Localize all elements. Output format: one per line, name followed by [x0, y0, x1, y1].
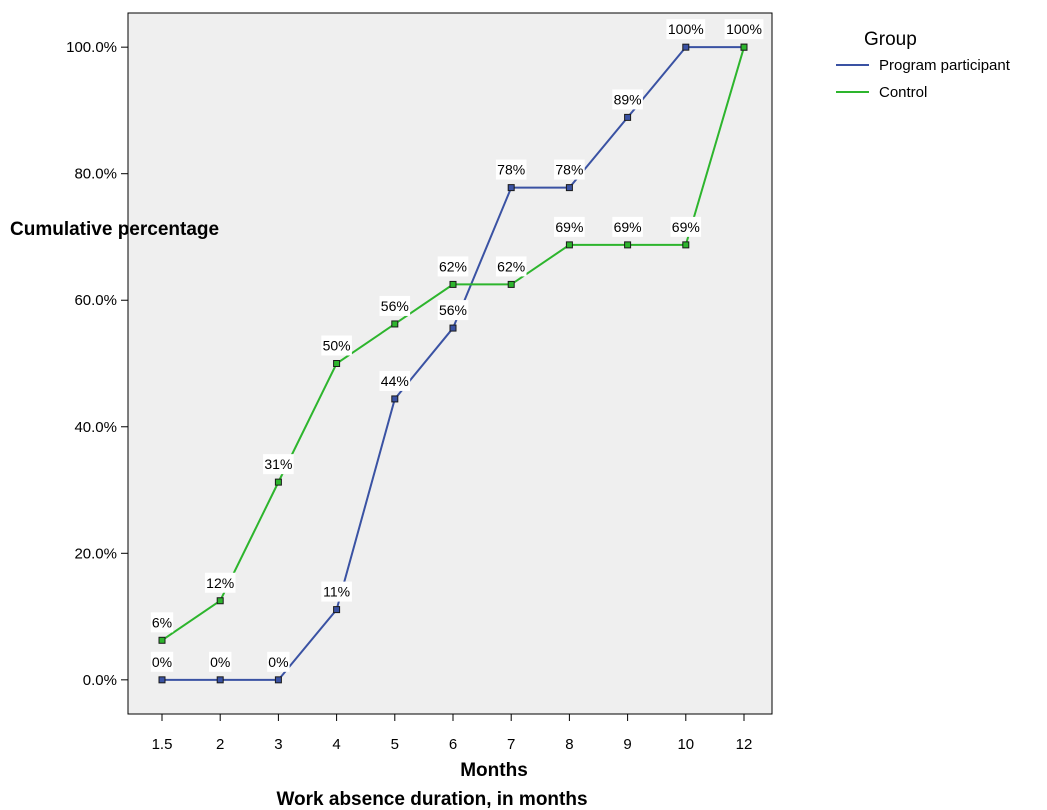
data-label-control: 62%: [497, 258, 525, 274]
data-label-program-participant: 0%: [268, 654, 288, 670]
x-tick-label: 2: [216, 736, 224, 753]
data-point-program-participant: [565, 184, 573, 192]
y-tick-label: 0.0%: [83, 672, 117, 689]
series-layer: [158, 43, 748, 684]
data-label-program-participant: 44%: [381, 373, 409, 389]
y-tick-label: 40.0%: [74, 419, 117, 436]
data-point-control: [333, 360, 341, 367]
data-label-program-participant: 78%: [497, 162, 525, 178]
data-label-box-program-participant: [379, 370, 411, 391]
y-tick-label: 60.0%: [74, 292, 117, 309]
data-point-control: [391, 320, 399, 328]
plot-area: [127, 12, 773, 715]
x-tick-label: 5: [391, 736, 399, 753]
data-label-box-program-participant: [666, 19, 706, 40]
data-label-program-participant: 0%: [210, 654, 230, 670]
x-tick-label: 3: [274, 736, 282, 753]
data-label-program-participant: 56%: [439, 302, 467, 318]
x-tick-label: 10: [677, 736, 694, 753]
y-tick-label: 100.0%: [66, 39, 117, 56]
data-label-control: 62%: [439, 258, 467, 274]
legend-label-control: Control: [879, 84, 927, 101]
x-tick-label: 1.5: [152, 736, 173, 753]
data-point-control: [216, 597, 224, 605]
x-axis-title: Months: [460, 760, 528, 781]
x-tick-label: 8: [565, 736, 573, 753]
data-label-box-control: [263, 454, 294, 475]
data-point-control: [449, 280, 457, 288]
data-point-program-participant: [391, 395, 399, 403]
data-label-control: 12%: [206, 575, 234, 591]
x-tick-label: 9: [623, 736, 631, 753]
data-label-control: 56%: [381, 298, 409, 314]
data-point-control: [158, 636, 166, 644]
data-point-control: [507, 280, 515, 288]
data-label-program-participant: 78%: [555, 162, 583, 178]
chart-subtitle: Work absence duration, in months: [276, 789, 587, 810]
data-label-control: 31%: [264, 456, 292, 472]
data-point-control: [565, 241, 573, 249]
data-label-box-control: [379, 295, 411, 316]
data-label-control: 69%: [672, 219, 700, 235]
data-point-program-participant: [333, 606, 341, 614]
data-label-box-control: [612, 216, 643, 237]
data-label-program-participant: 89%: [614, 91, 642, 107]
x-tick-label: 12: [736, 736, 753, 753]
data-label-control: 69%: [555, 219, 583, 235]
data-point-program-participant: [507, 184, 515, 192]
data-label-box-program-participant: [554, 159, 585, 180]
x-tick-label: 7: [507, 736, 515, 753]
legend-title: Group: [864, 29, 917, 50]
y-axis-title: Cumulative percentage: [10, 219, 219, 240]
x-tick-label: 4: [332, 736, 340, 753]
data-label-control: 69%: [614, 219, 642, 235]
data-label-box-program-participant: [267, 651, 290, 672]
data-label-control: 6%: [152, 614, 172, 630]
legend: Group Program participant Control: [836, 29, 1011, 101]
data-label-box-control: [670, 216, 702, 237]
data-label-control: 50%: [323, 338, 351, 354]
y-tick-label: 80.0%: [74, 166, 117, 183]
data-label-program-participant: 11%: [323, 584, 350, 600]
data-label-program-participant: 100%: [668, 21, 704, 37]
data-point-control: [274, 478, 282, 486]
data-label-box-program-participant: [321, 581, 352, 602]
data-label-box-program-participant: [437, 300, 469, 321]
data-label-box-program-participant: [209, 651, 232, 672]
data-point-control: [682, 241, 690, 249]
data-label-box-control: [554, 216, 585, 237]
data-label-program-participant: 0%: [152, 654, 172, 670]
data-label-program-participant: 100%: [726, 21, 762, 37]
data-point-control: [624, 241, 632, 249]
data-point-program-participant: [216, 676, 224, 684]
x-tick-label: 6: [449, 736, 457, 753]
data-label-box-program-participant: [724, 19, 764, 40]
data-label-layer: 0% 0% 0% 11% 44% 56% 78% 78% 89% 100% 100% 6% 12% 31%…: [150, 19, 764, 672]
data-label-box-control: [150, 612, 174, 633]
legend-label-program-participant: Program participant: [879, 57, 1011, 74]
x-axis: 1.5 2 3 4 5 6 7 8 9 10 12: [152, 714, 753, 753]
data-label-box-control: [204, 572, 236, 593]
data-label-box-program-participant: [495, 159, 527, 180]
data-label-box-control: [495, 256, 527, 277]
y-axis: 0.0% 20.0% 40.0% 60.0% 80.0% 100.0%: [66, 39, 128, 689]
data-point-program-participant: [682, 43, 690, 51]
data-label-box-control: [321, 335, 352, 356]
data-label-box-program-participant: [150, 651, 174, 672]
data-label-box-control: [437, 256, 469, 277]
data-point-program-participant: [449, 324, 457, 332]
y-tick-label: 20.0%: [74, 545, 117, 562]
data-point-program-participant: [624, 113, 632, 121]
data-label-box-program-participant: [612, 89, 643, 110]
data-point-program-participant: [274, 676, 282, 684]
data-point-control: [740, 43, 748, 51]
data-point-program-participant: [158, 676, 166, 684]
